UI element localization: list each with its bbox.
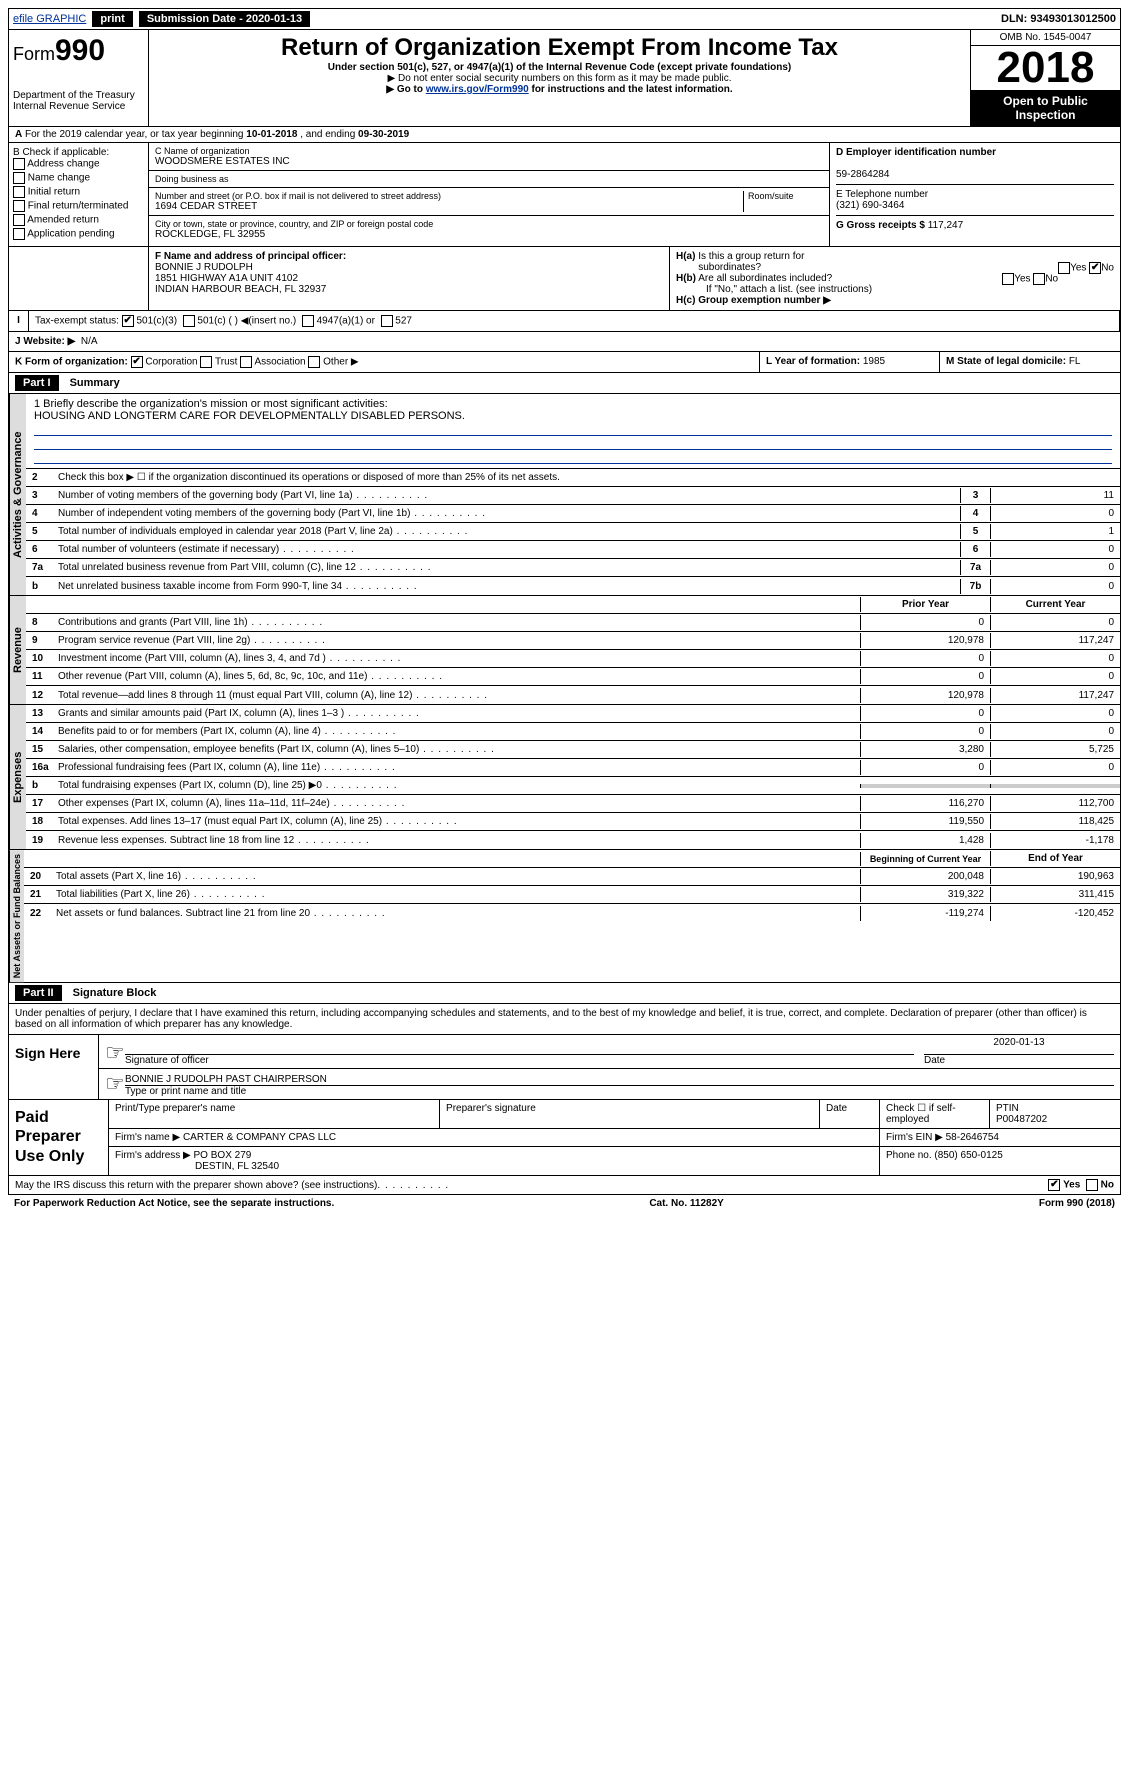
ein: 59-2864284 xyxy=(836,169,889,180)
part2-header: Part II Signature Block xyxy=(8,983,1121,1004)
subtitle: Under section 501(c), 527, or 4947(a)(1)… xyxy=(157,62,962,73)
vtab-expenses: Expenses xyxy=(9,705,26,849)
firm-ein: 58-2646754 xyxy=(946,1132,999,1143)
street-address: 1694 CEDAR STREET xyxy=(155,201,743,212)
table-row: 3Number of voting members of the governi… xyxy=(26,487,1120,505)
header-block: B Check if applicable: Address change Na… xyxy=(8,143,1121,247)
form-footer: Form 990 (2018) xyxy=(1039,1198,1115,1209)
paid-preparer-section: Paid Preparer Use Only Print/Type prepar… xyxy=(8,1100,1121,1176)
note-ssn: ▶ Do not enter social security numbers o… xyxy=(157,73,962,84)
table-row: 10Investment income (Part VIII, column (… xyxy=(26,650,1120,668)
table-row: 15Salaries, other compensation, employee… xyxy=(26,741,1120,759)
note-link: ▶ Go to www.irs.gov/Form990 for instruct… xyxy=(157,84,962,95)
officer-group-row: F Name and address of principal officer:… xyxy=(8,247,1121,311)
tax-year: 2018 xyxy=(971,46,1120,90)
table-row: 6Total number of volunteers (estimate if… xyxy=(26,541,1120,559)
chk-final[interactable] xyxy=(13,200,25,212)
sign-section: Sign Here ☞ Signature of officer 2020-01… xyxy=(8,1035,1121,1100)
state-domicile: FL xyxy=(1069,356,1081,367)
discuss-no[interactable] xyxy=(1086,1179,1098,1191)
table-row: 8Contributions and grants (Part VIII, li… xyxy=(26,614,1120,632)
topbar: efile GRAPHIC print Submission Date - 20… xyxy=(8,8,1121,30)
officer-name: BONNIE J RUDOLPH xyxy=(155,262,253,273)
tax-status-row: I Tax-exempt status: 501(c)(3) 501(c) ( … xyxy=(8,311,1121,332)
box-de: D Employer identification number 59-2864… xyxy=(830,143,1120,246)
table-row: 13Grants and similar amounts paid (Part … xyxy=(26,705,1120,723)
form-org-row: K Form of organization: Corporation Trus… xyxy=(8,352,1121,373)
table-row: 16aProfessional fundraising fees (Part I… xyxy=(26,759,1120,777)
efile-link[interactable]: efile GRAPHIC xyxy=(13,13,86,25)
table-row: bNet unrelated business taxable income f… xyxy=(26,577,1120,595)
open-inspection: Open to Public Inspection xyxy=(971,90,1120,126)
expenses-section: Expenses 13Grants and similar amounts pa… xyxy=(8,705,1121,850)
chk-name[interactable] xyxy=(13,172,25,184)
website: N/A xyxy=(81,336,98,347)
dln: DLN: 93493013012500 xyxy=(1001,13,1116,25)
table-row: 20Total assets (Part X, line 16) 200,048… xyxy=(24,868,1120,886)
submission-date: Submission Date - 2020-01-13 xyxy=(139,11,310,27)
vtab-governance: Activities & Governance xyxy=(9,394,26,595)
table-row: 18Total expenses. Add lines 13–17 (must … xyxy=(26,813,1120,831)
vtab-balances: Net Assets or Fund Balances xyxy=(9,850,24,982)
signer-name: BONNIE J RUDOLPH PAST CHAIRPERSON xyxy=(125,1074,1114,1086)
table-row: 7aTotal unrelated business revenue from … xyxy=(26,559,1120,577)
form-title: Return of Organization Exempt From Incom… xyxy=(157,34,962,62)
hb-yes[interactable] xyxy=(1002,273,1014,285)
table-row: 21Total liabilities (Part X, line 26) 31… xyxy=(24,886,1120,904)
chk-amended[interactable] xyxy=(13,214,25,226)
ha-yes[interactable] xyxy=(1058,262,1070,274)
balances-section: Net Assets or Fund Balances Beginning of… xyxy=(8,850,1121,983)
table-row: 12Total revenue—add lines 8 through 11 (… xyxy=(26,686,1120,704)
firm-name: CARTER & COMPANY CPAS LLC xyxy=(183,1132,336,1143)
table-row: 19Revenue less expenses. Subtract line 1… xyxy=(26,831,1120,849)
print-button[interactable]: print xyxy=(92,11,132,27)
form-number: Form990 xyxy=(13,34,144,68)
mission-text: HOUSING AND LONGTERM CARE FOR DEVELOPMEN… xyxy=(34,410,1112,422)
form-header: Form990 Department of the Treasury Inter… xyxy=(8,30,1121,127)
table-row: bTotal fundraising expenses (Part IX, co… xyxy=(26,777,1120,795)
irs-link[interactable]: www.irs.gov/Form990 xyxy=(426,84,529,95)
table-row: 14Benefits paid to or for members (Part … xyxy=(26,723,1120,741)
sign-date: 2020-01-13 xyxy=(924,1037,1114,1055)
hb-no[interactable] xyxy=(1033,273,1045,285)
footer: For Paperwork Reduction Act Notice, see … xyxy=(8,1195,1121,1212)
governance-section: Activities & Governance 1 Briefly descri… xyxy=(8,394,1121,596)
ha-no[interactable] xyxy=(1089,262,1101,274)
chk-corp[interactable] xyxy=(131,356,143,368)
table-row: 17Other expenses (Part IX, column (A), l… xyxy=(26,795,1120,813)
chk-501c3[interactable] xyxy=(122,315,134,327)
discuss-row: May the IRS discuss this return with the… xyxy=(8,1176,1121,1195)
city-state-zip: ROCKLEDGE, FL 32955 xyxy=(155,229,823,240)
vtab-revenue: Revenue xyxy=(9,596,26,704)
revenue-section: Revenue Prior Year Current Year 8Contrib… xyxy=(8,596,1121,705)
table-row: 4Number of independent voting members of… xyxy=(26,505,1120,523)
firm-phone: (850) 650-0125 xyxy=(934,1150,1002,1161)
part1-header: Part I Summary xyxy=(8,373,1121,394)
table-row: 5Total number of individuals employed in… xyxy=(26,523,1120,541)
chk-address[interactable] xyxy=(13,158,25,170)
dept-label: Department of the Treasury Internal Reve… xyxy=(13,90,144,112)
chk-initial[interactable] xyxy=(13,186,25,198)
ptin: P00487202 xyxy=(996,1114,1047,1125)
chk-pending[interactable] xyxy=(13,228,25,240)
table-row: 11Other revenue (Part VIII, column (A), … xyxy=(26,668,1120,686)
discuss-yes[interactable] xyxy=(1048,1179,1060,1191)
year-formation: 1985 xyxy=(863,356,885,367)
phone: (321) 690-3464 xyxy=(836,200,904,211)
box-b: B Check if applicable: Address change Na… xyxy=(9,143,149,246)
org-name: WOODSMERE ESTATES INC xyxy=(155,156,823,167)
gross-receipts: 117,247 xyxy=(928,220,963,231)
table-row: 9Program service revenue (Part VIII, lin… xyxy=(26,632,1120,650)
table-row: 22Net assets or fund balances. Subtract … xyxy=(24,904,1120,922)
perjury-statement: Under penalties of perjury, I declare th… xyxy=(8,1004,1121,1035)
website-row: J Website: ▶ N/A xyxy=(8,332,1121,352)
box-c: C Name of organization WOODSMERE ESTATES… xyxy=(149,143,830,246)
tax-period: A For the 2019 calendar year, or tax yea… xyxy=(8,127,1121,143)
